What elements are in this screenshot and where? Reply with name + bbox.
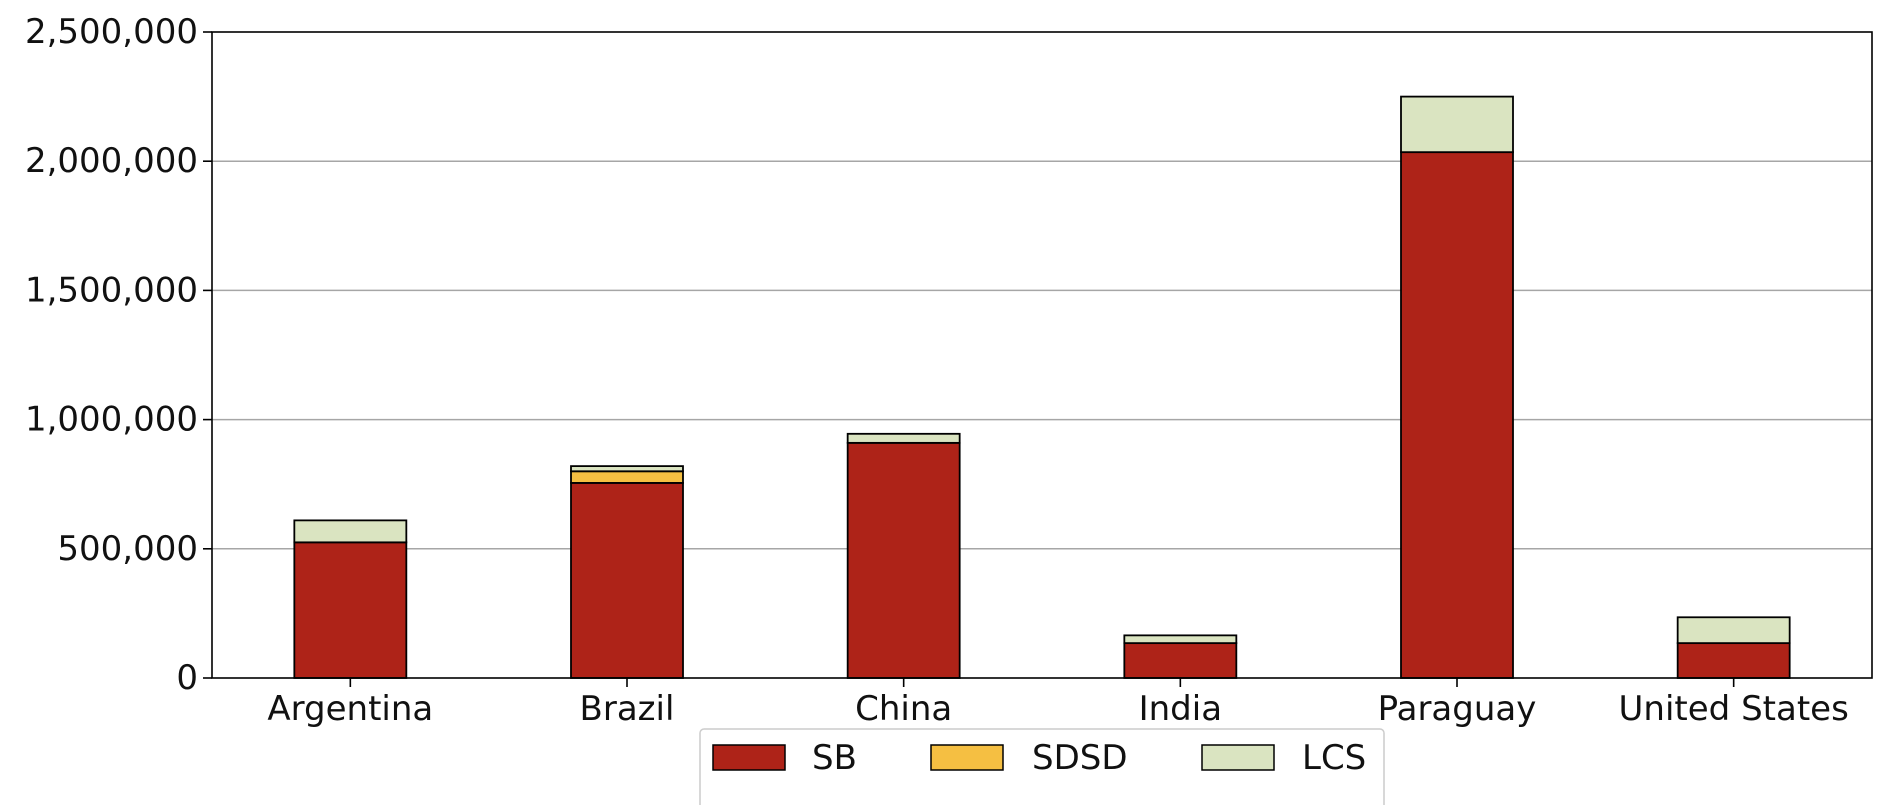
bar-segment-sb-india (1123, 642, 1238, 679)
bar-segment-lcs-paraguay (1400, 95, 1514, 154)
bar-segment-sdsd-brazil (570, 470, 684, 484)
legend-label-sb: SB (812, 738, 857, 778)
bar-segment-sb-china (846, 441, 961, 679)
bar-segment-lcs-argentina (293, 519, 408, 544)
y-tick-label: 1,000,000 (25, 400, 198, 440)
x-tick-label: China (855, 689, 952, 729)
bar-segment-lcs-china (846, 432, 961, 444)
legend-label-sdsd: SDSD (1032, 738, 1128, 778)
x-tick-label: Brazil (580, 689, 675, 729)
bar-segment-sb-brazil (570, 482, 684, 679)
x-axis: Argentina Brazil China India Paraguay United … (267, 678, 1849, 729)
y-tick-label: 500,000 (57, 529, 198, 569)
legend-swatch-sb (712, 744, 786, 771)
y-tick-label: 2,500,000 (25, 12, 198, 52)
plot-frame (211, 31, 1873, 679)
y-tick-label: 0 (176, 658, 198, 698)
x-tick-label: United States (1619, 689, 1849, 729)
y-axis: 0 500,000 1,000,000 1,500,000 2,000,000 2,500… (25, 12, 212, 698)
bars-layer (293, 95, 1791, 679)
legend-swatch-lcs (1201, 744, 1275, 771)
legend-label-lcs: LCS (1302, 738, 1366, 778)
bar-segment-lcs-united-states (1676, 616, 1791, 645)
bar-segment-lcs-india (1123, 634, 1238, 645)
grid-layer (212, 160, 1872, 550)
bar-segment-sb-paraguay (1400, 151, 1514, 679)
y-tick-label: 1,500,000 (25, 270, 198, 310)
legend: SB SDSD LCS (699, 728, 1385, 805)
legend-swatch-sdsd (930, 744, 1004, 771)
bar-segment-sb-argentina (293, 541, 408, 679)
x-tick-label: Argentina (267, 689, 433, 729)
bar-segment-sb-united-states (1676, 642, 1791, 679)
y-tick-label: 2,000,000 (25, 141, 198, 181)
x-tick-label: India (1139, 689, 1222, 729)
bar-segment-lcs-brazil (570, 465, 684, 473)
x-tick-label: Paraguay (1378, 689, 1537, 729)
